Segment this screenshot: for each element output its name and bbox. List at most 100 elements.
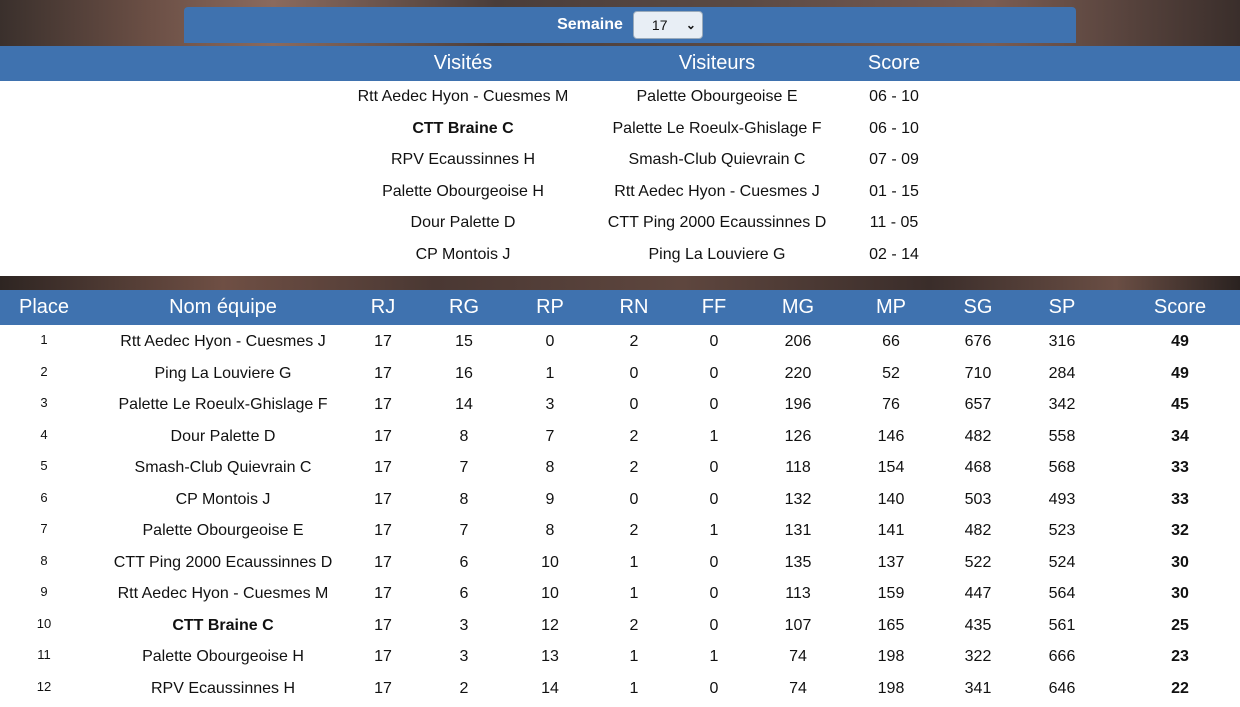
cell-rp: 8 [545, 522, 555, 539]
cell-place: 11 [37, 647, 51, 662]
match-home: CTT Braine C [412, 119, 514, 137]
cell-sp: 568 [1048, 459, 1076, 476]
match-score: 11 - 05 [869, 214, 919, 231]
cell-mp: 66 [882, 333, 900, 350]
cell-rg: 6 [459, 585, 469, 602]
cell-rj: 17 [374, 396, 392, 413]
cell-ff: 0 [709, 553, 719, 571]
match-row: RPV Ecaussinnes H Smash-Club Quievrain C 0… [0, 144, 1240, 176]
match-home: CP Montois J [415, 245, 511, 263]
cell-sg: 482 [964, 427, 992, 445]
cell-place: 9 [40, 584, 48, 599]
cell-sg: 676 [964, 333, 992, 350]
cell-ff: 0 [709, 333, 719, 350]
match-home: Palette Obourgeoise H [382, 182, 544, 200]
cell-rn: 1 [629, 648, 639, 665]
match-row: Palette Obourgeoise H Rtt Aedec Hyon - Cu… [0, 176, 1240, 208]
cell-sg: 482 [964, 522, 992, 539]
cell-score: 30 [1171, 553, 1189, 571]
ranking-row: 7 Palette Obourgeoise E 17 7 8 2 1 131 141 482 523… [0, 514, 1240, 546]
cell-ff: 1 [709, 522, 719, 539]
match-away: Smash-Club Quievrain C [628, 151, 806, 168]
cell-place: 5 [40, 458, 48, 473]
header-rn: RN [619, 296, 649, 318]
cell-rp: 12 [541, 616, 559, 634]
cell-mp: 137 [877, 553, 905, 571]
cell-team: Rtt Aedec Hyon - Cuesmes M [117, 585, 329, 602]
week-selector-bar: Semaine 17 ⌄ [184, 7, 1076, 43]
matches-header: Visités Visiteurs Score [0, 46, 1240, 81]
match-score: 02 - 14 [869, 245, 919, 263]
header-place: Place [18, 296, 70, 318]
cell-team: Palette Obourgeoise E [142, 522, 304, 539]
cell-team: Ping La Louviere G [154, 364, 292, 382]
cell-mg: 118 [785, 459, 811, 476]
cell-score: 33 [1171, 490, 1189, 508]
cell-rg: 2 [459, 679, 469, 697]
header-rp: RP [536, 296, 564, 318]
cell-team: Rtt Aedec Hyon - Cuesmes J [120, 333, 326, 350]
cell-sp: 316 [1048, 333, 1076, 350]
cell-score: 49 [1171, 364, 1189, 382]
ranking-row: 1 Rtt Aedec Hyon - Cuesmes J 17 15 0 2 0 206 66 6… [0, 325, 1240, 357]
cell-rg: 3 [459, 648, 469, 665]
cell-sp: 342 [1048, 396, 1076, 413]
cell-mp: 198 [877, 679, 905, 697]
cell-rn: 2 [629, 616, 639, 634]
cell-mg: 220 [784, 364, 812, 382]
week-select[interactable]: 17 ⌄ [632, 11, 703, 39]
header-sg: SG [963, 296, 993, 318]
match-away: Ping La Louviere G [648, 245, 786, 263]
cell-rg: 7 [459, 522, 469, 539]
cell-ff: 0 [709, 396, 719, 413]
cell-rj: 17 [374, 364, 392, 382]
cell-rg: 14 [455, 396, 473, 413]
match-away: Palette Obourgeoise E [636, 88, 798, 105]
cell-rp: 14 [541, 679, 559, 697]
cell-sg: 447 [964, 585, 992, 602]
match-away: CTT Ping 2000 Ecaussinnes D [607, 214, 827, 231]
cell-ff: 1 [709, 648, 719, 665]
cell-sg: 322 [964, 648, 992, 665]
cell-ff: 1 [709, 427, 719, 445]
cell-team: Palette Le Roeulx-Ghislage F [118, 396, 328, 413]
cell-ff: 0 [709, 490, 719, 508]
week-select-value: 17 [651, 17, 668, 33]
cell-mg: 131 [784, 522, 812, 539]
cell-sp: 558 [1048, 427, 1076, 445]
cell-place: 12 [36, 678, 52, 694]
cell-score: 49 [1171, 333, 1189, 350]
cell-rg: 15 [455, 333, 473, 350]
cell-ff: 0 [709, 585, 719, 602]
header-away: Visiteurs [678, 52, 756, 74]
match-row: Rtt Aedec Hyon - Cuesmes M Palette Obourg… [0, 81, 1240, 113]
match-row: CP Montois J Ping La Louviere G 02 - 14 [0, 239, 1240, 271]
cell-sg: 657 [964, 396, 992, 413]
cell-rn: 1 [629, 553, 639, 571]
cell-mg: 74 [789, 679, 807, 697]
cell-place: 7 [40, 521, 48, 536]
ranking-table: 1 Rtt Aedec Hyon - Cuesmes J 17 15 0 2 0 206 66 6… [0, 325, 1240, 707]
match-score: 07 - 09 [869, 151, 919, 168]
match-away: Rtt Aedec Hyon - Cuesmes J [614, 182, 820, 200]
ranking-row: 12 RPV Ecaussinnes H 17 2 14 1 0 74 198 341 646 22 [0, 672, 1240, 704]
cell-ff: 0 [709, 679, 719, 697]
cell-rg: 7 [459, 459, 469, 476]
cell-place: 2 [40, 363, 48, 379]
cell-mg: 126 [784, 427, 812, 445]
cell-rj: 17 [374, 459, 392, 476]
cell-sp: 561 [1048, 616, 1076, 634]
week-label: Semaine [557, 16, 623, 33]
match-row: CTT Braine C Palette Le Roeulx-Ghislage F… [0, 113, 1240, 145]
cell-rj: 17 [374, 553, 392, 571]
cell-rp: 1 [545, 364, 555, 382]
cell-rj: 17 [374, 333, 392, 350]
cell-place: 3 [40, 395, 48, 410]
cell-score: 30 [1171, 585, 1189, 602]
cell-sg: 503 [964, 490, 992, 508]
header-home: Visités [433, 52, 493, 74]
cell-score: 33 [1171, 459, 1189, 476]
cell-sg: 522 [964, 553, 992, 571]
cell-mg: 113 [785, 585, 811, 602]
cell-rp: 8 [545, 459, 555, 476]
